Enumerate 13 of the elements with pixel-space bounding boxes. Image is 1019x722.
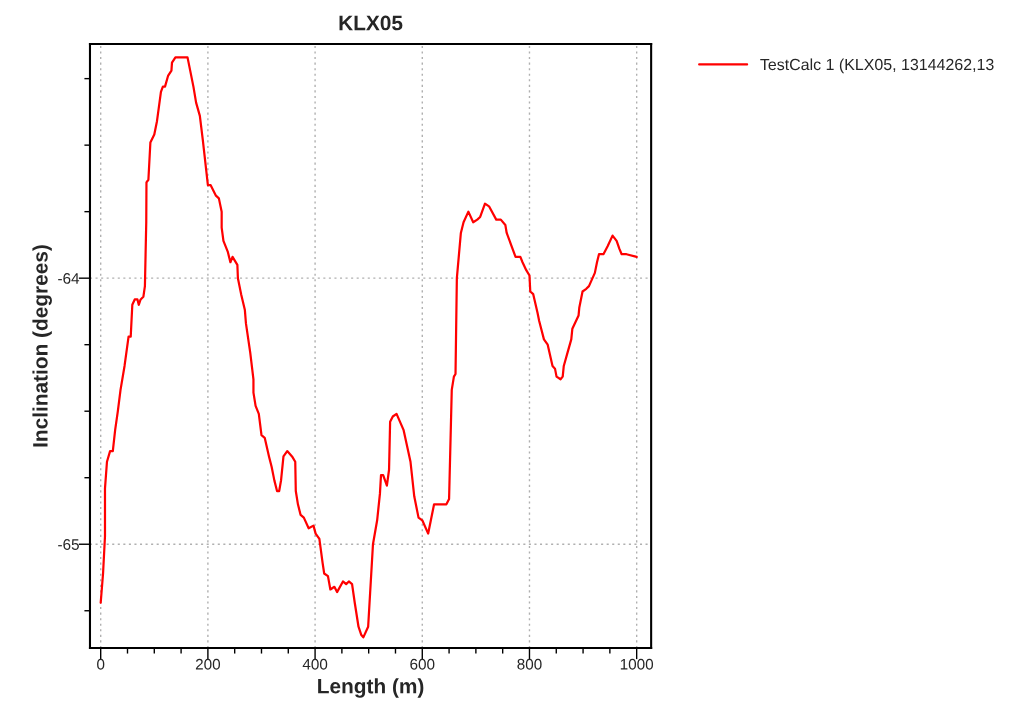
x-tick-label: 200 [195, 658, 221, 670]
line-series [99, 56, 638, 639]
y-axis-title: Inclination (degrees) [32, 245, 52, 447]
y-tick-label: -64 [58, 273, 80, 284]
x-tick-label: 600 [410, 658, 435, 670]
x-tick-label: 0 [97, 658, 105, 670]
y-tick-label: -65 [58, 539, 79, 550]
x-tick-label: 400 [302, 658, 328, 670]
x-axis-title: Length (m) [318, 678, 424, 698]
x-tick-label: 1000 [620, 658, 654, 670]
x-tick-label: 800 [517, 658, 542, 670]
legend-label: TestCalc 1 (KLX05, 13144262,13 [760, 58, 994, 74]
chart-title: KLX05 [339, 15, 403, 31]
